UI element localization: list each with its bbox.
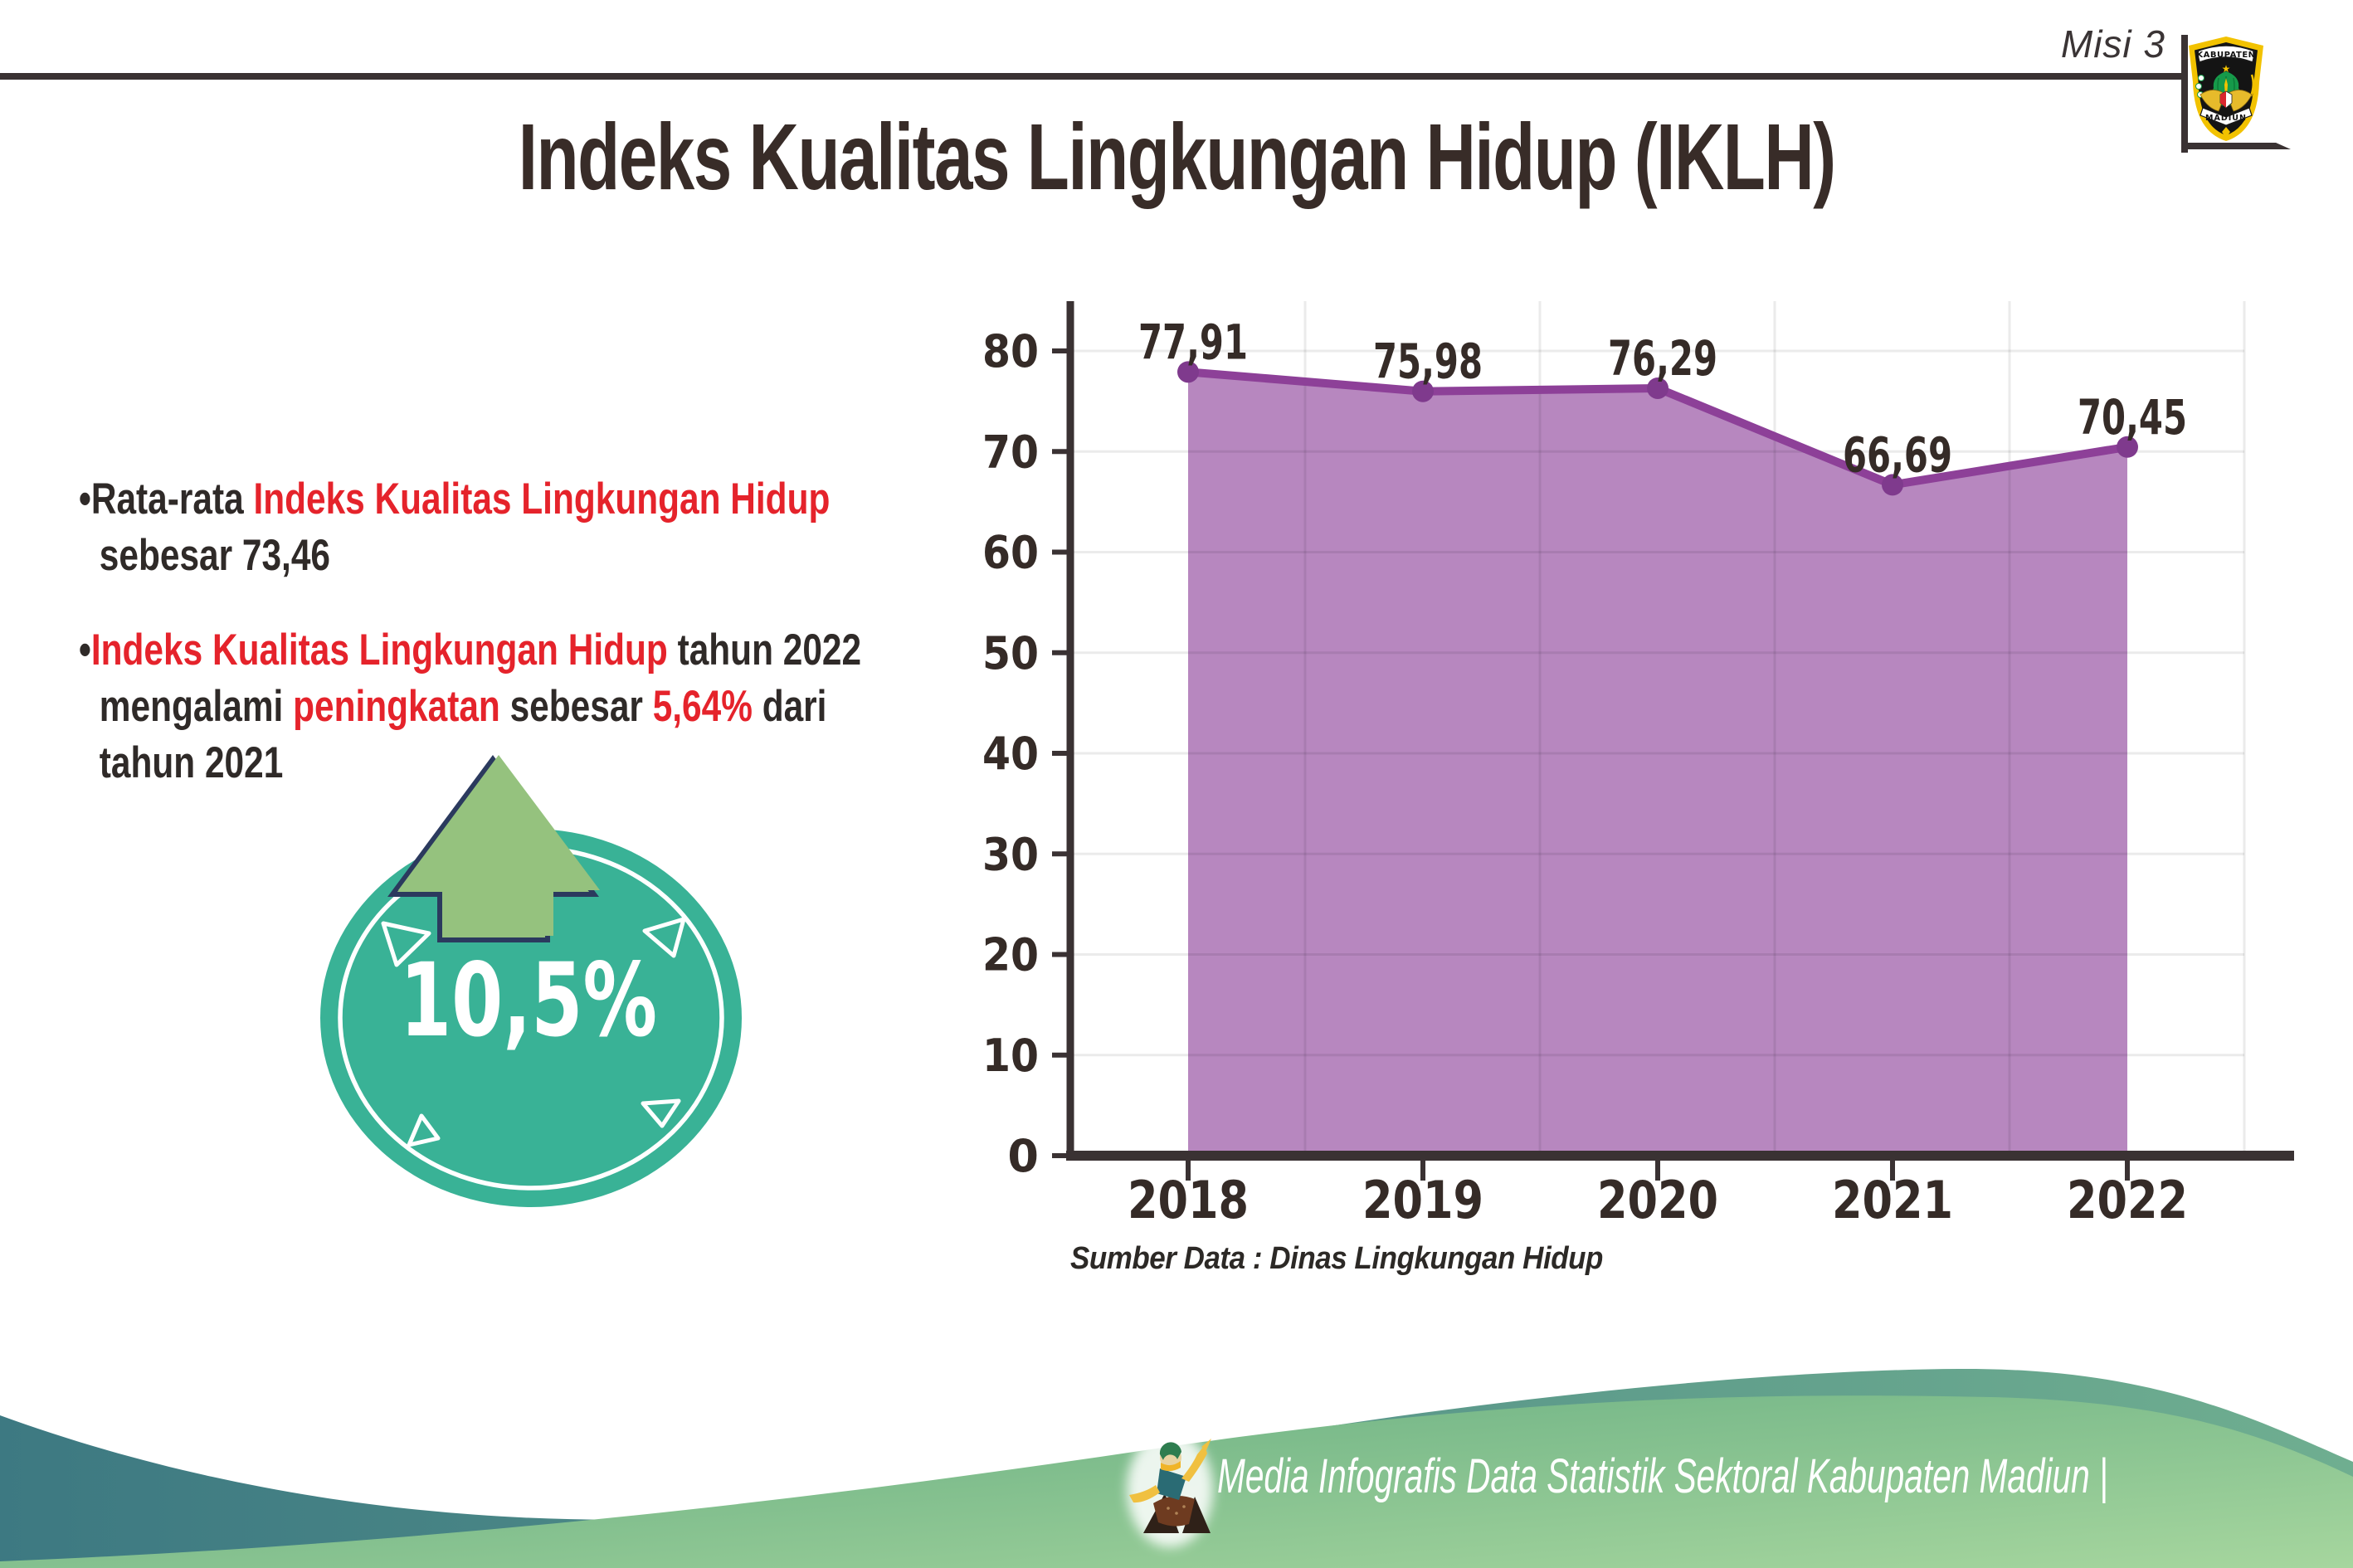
- logo-top-banner: [2196, 45, 2256, 64]
- bullet-marker: •: [79, 626, 91, 674]
- logo-bottom-banner-text: MADIUN: [2205, 114, 2247, 123]
- chart-value-label: 70,45: [2078, 389, 2187, 446]
- misi-label: Misi 3: [2060, 22, 2165, 66]
- chart-y-tick-label: 50: [982, 627, 1039, 679]
- chart-y-tick-label: 40: [982, 728, 1039, 780]
- mascot-headband: [1161, 1461, 1181, 1472]
- badge-triangle-decoration: [641, 1098, 681, 1128]
- mascot-skirt-dot: [1175, 1512, 1178, 1515]
- chart-value-label: 76,29: [1608, 330, 1717, 387]
- logo-small-shield-red: [2220, 91, 2226, 108]
- logo-frame-horizontal-line: [2185, 143, 2291, 149]
- logo-top-banner-text: KABUPATEN: [2196, 51, 2255, 60]
- chart-y-tick-label: 10: [982, 1030, 1039, 1082]
- note-text: sebesar: [499, 682, 653, 731]
- logo-star-icon: ★: [2222, 63, 2231, 75]
- logo-cotton-icon: [2198, 75, 2204, 81]
- chart-y-tick-label: 20: [982, 929, 1039, 981]
- chart-point: [1412, 380, 1434, 402]
- badge-triangle-decoration: [381, 921, 431, 967]
- note-text: tahun 2022: [667, 626, 862, 674]
- logo-cotton-icon: [2195, 83, 2202, 90]
- chart-point: [1882, 474, 1903, 496]
- logo-bottom-emblem: [2222, 127, 2230, 138]
- note-text-highlight: Indeks Kualitas Lingkungan Hidup: [90, 626, 668, 674]
- logo-frame-vertical-line: [2181, 35, 2188, 153]
- kabupaten-madiun-logo: KABUPATEN ★ MADIUN: [2189, 37, 2263, 141]
- chart-y-tick-label: 80: [982, 325, 1039, 377]
- badge-value: 10,5%: [400, 942, 657, 1059]
- note-iklh-increase: •Indeks Kualitas Lingkungan Hidup tahun …: [79, 622, 1114, 791]
- footer-wave: [0, 1368, 2353, 1568]
- mascot-skirt: [1153, 1496, 1195, 1527]
- mascot-right-arm: [1181, 1445, 1207, 1482]
- note-text: dari: [752, 682, 827, 731]
- badge-circle: [320, 829, 742, 1207]
- chart-value-label: 66,69: [1843, 426, 1952, 483]
- note-text-highlight: Indeks Kualitas Lingkungan Hidup: [253, 475, 831, 523]
- chart-y-tick-label: 30: [982, 828, 1039, 880]
- mascot-hand: [1201, 1439, 1211, 1450]
- note-text-highlight: peningkatan: [293, 682, 500, 731]
- mascot-skirt-dot: [1182, 1505, 1186, 1508]
- chart-point: [1647, 377, 1669, 399]
- chart-area-fill: [1188, 372, 2127, 1156]
- badge-triangle-decoration: [642, 917, 686, 958]
- chart-x-tick-label: 2022: [2067, 1170, 2188, 1230]
- data-source-caption: Sumber Data : Dinas Lingkungan Hidup: [1070, 1241, 1603, 1276]
- mascot-leg: [1182, 1497, 1211, 1533]
- badge-triangle-decoration: [407, 1113, 441, 1147]
- increase-badge: 10,5%: [320, 754, 742, 1207]
- chart-x-tick-label: 2021: [1832, 1170, 1953, 1230]
- mascot-left-arm: [1129, 1485, 1160, 1503]
- note-text: mengalami: [99, 682, 294, 731]
- chart-x-tick-label: 2020: [1597, 1170, 1718, 1230]
- title-row: Indeks Kualitas Lingkungan Hidup (IKLH): [0, 108, 2353, 207]
- note-text: Rata-rata: [90, 475, 254, 523]
- chart-y-tick-label: 70: [982, 426, 1039, 478]
- chart-point: [2117, 436, 2138, 458]
- page-title: Indeks Kualitas Lingkungan Hidup (IKLH): [518, 105, 1836, 209]
- chart-x-tick-label: 2019: [1362, 1170, 1483, 1230]
- summary-notes: •Rata-rata Indeks Kualitas Lingkungan Hi…: [79, 471, 1114, 830]
- chart-y-tick-label: 60: [982, 527, 1039, 579]
- chart-value-label: 75,98: [1373, 334, 1483, 390]
- note-average-iklh: •Rata-rata Indeks Kualitas Lingkungan Hi…: [79, 471, 1114, 584]
- up-arrow-icon: [398, 755, 600, 936]
- chart-value-label: 77,91: [1138, 314, 1248, 370]
- bullet-marker: •: [79, 475, 91, 523]
- mascot-torso: [1157, 1468, 1186, 1500]
- header-rule: [0, 73, 2185, 80]
- mascot-skirt-dot: [1167, 1507, 1170, 1510]
- note-text: sebesar 73,46: [99, 531, 331, 580]
- mascot-cap: [1159, 1442, 1181, 1460]
- chart-x-tick-label: 2018: [1128, 1170, 1249, 1230]
- chart-y-tick-label: 0: [1007, 1130, 1039, 1182]
- mascot-illustration: [1127, 1431, 1213, 1547]
- iklh-area-chart: 0 10 20 30 40 50 60 70 80 2018 2019 2020 2021 2022 77,…: [982, 301, 2294, 1230]
- footer-credit-text: Media Infografis Data Statistik Sektoral…: [1217, 1449, 2108, 1503]
- note-text-highlight: 5,64%: [652, 682, 753, 731]
- logo-bottom-banner: [2200, 107, 2253, 126]
- note-text: tahun 2021: [99, 738, 284, 787]
- chart-point: [1177, 361, 1199, 383]
